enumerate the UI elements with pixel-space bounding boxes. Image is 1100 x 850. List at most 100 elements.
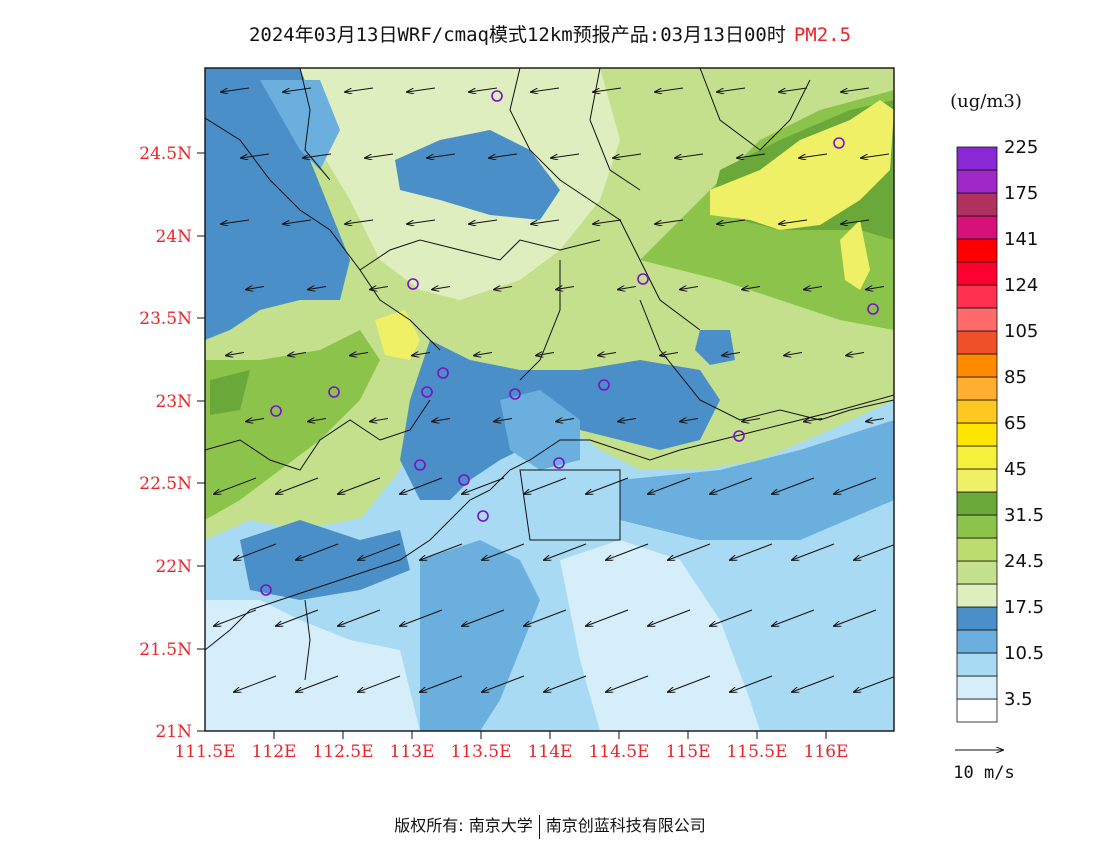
wind-arrow: [792, 675, 835, 692]
wind-arrow: [544, 543, 587, 560]
legend-color-box: [956, 284, 998, 309]
legend-tick-label: 45: [1004, 459, 1027, 480]
station-marker: [458, 474, 470, 486]
wind-arrow: [432, 287, 451, 290]
legend-color-box: [956, 169, 998, 194]
wind-arrow: [799, 153, 828, 158]
wind-arrow: [494, 287, 513, 290]
wind-arrow: [737, 153, 766, 158]
lat-label: 22.5N: [139, 474, 192, 494]
station-marker: [270, 405, 282, 417]
wind-arrow: [283, 219, 312, 224]
wind-arrow: [717, 219, 746, 224]
legend-color-box: [956, 468, 998, 493]
wind-arrow: [531, 219, 560, 224]
wind-arrow: [655, 87, 684, 92]
wind-arrow: [804, 419, 823, 422]
legend-tick-label: 105: [1004, 321, 1038, 342]
lon-label: 114.5E: [588, 742, 649, 762]
legend-labels: 3.5 10.5 17.5 24.5 31.5 45 65 85 105 124 141 175 225: [1004, 137, 1044, 710]
wind-arrow: [660, 353, 679, 356]
wind-arrow: [648, 609, 691, 626]
wind-arrow: [648, 477, 691, 494]
legend-tick-label: 24.5: [1004, 551, 1044, 572]
wind-arrow: [214, 477, 257, 494]
copyright: 版权所有: 南京大学 南京创蓝科技有限公司: [0, 812, 1100, 839]
legend-tick-label: 175: [1004, 183, 1038, 204]
lon-label: 112E: [252, 742, 297, 762]
wind-arrow: [586, 609, 629, 626]
wind-arrow: [730, 675, 773, 692]
lat-label: 23.5N: [139, 309, 192, 329]
wind-arrow: [779, 87, 808, 92]
station-marker: [867, 303, 879, 315]
wind-arrow: [358, 543, 401, 560]
wind-arrow: [606, 543, 649, 560]
wind-arrow: [598, 353, 617, 356]
legend-unit: (ug/m3): [950, 91, 1022, 112]
wind-arrow: [834, 477, 877, 494]
wind-arrow: [668, 543, 711, 560]
wind-arrow: [854, 544, 894, 560]
title-text: 2024年03月13日WRF/cmaq模式12km预报产品:03月13日00时: [248, 24, 786, 46]
wind-arrow: [854, 676, 894, 692]
legend-tick-label: 3.5: [1004, 689, 1033, 710]
wind-arrow: [370, 419, 389, 422]
station-marker: [421, 386, 433, 398]
wind-arrow: [288, 353, 307, 356]
station-marker: [328, 386, 340, 398]
wind-arrow: [241, 153, 270, 158]
station-marker: [260, 584, 272, 596]
wind-arrow: [784, 353, 803, 356]
legend-color-box: [956, 261, 998, 286]
station-marker: [637, 273, 649, 285]
lon-label: 114E: [528, 742, 573, 762]
latitude-axis: 24.5N 24N 23.5N 23N 22.5N 22N 21.5N 21N: [139, 144, 192, 742]
lat-label: 21N: [155, 722, 192, 742]
legend-color-box: [956, 560, 998, 585]
wind-arrow: [462, 609, 505, 626]
legend-color-box: [956, 353, 998, 378]
legend-color-box: [956, 698, 998, 723]
station-marker: [733, 430, 745, 442]
lon-ticks: [273, 731, 827, 739]
wind-arrow: [866, 287, 885, 290]
wind-arrow: [593, 87, 622, 92]
wind-arrow: [772, 609, 815, 626]
station-marker: [414, 459, 426, 471]
wind-arrow: [345, 219, 374, 224]
legend-tick-label: 85: [1004, 367, 1027, 388]
wind-arrow: [276, 609, 319, 626]
wind-vectors: [214, 87, 894, 692]
copyright-org2: 南京创蓝科技有限公司: [545, 816, 706, 835]
legend-tick-label: 141: [1004, 229, 1038, 250]
copyright-separator: [538, 814, 540, 839]
lon-label: 111.5E: [174, 742, 235, 762]
wind-arrow: [338, 477, 381, 494]
legend-color-box: [956, 606, 998, 631]
lat-ticks: [197, 152, 205, 732]
legend-color-box: [956, 399, 998, 424]
wind-arrow: [841, 87, 870, 92]
wind-arrow: [618, 419, 637, 422]
wind-arrow: [675, 153, 704, 158]
copyright-org1: 南京大学: [468, 816, 533, 835]
wind-arrow: [524, 477, 567, 494]
wind-arrow: [524, 609, 567, 626]
wind-arrow: [226, 353, 245, 356]
legend-color-box: [956, 376, 998, 401]
wind-arrow: [296, 543, 339, 560]
wind-arrow: [296, 675, 339, 692]
station-marker: [833, 137, 845, 149]
lon-label: 116E: [804, 742, 849, 762]
wind-arrow: [613, 153, 642, 158]
wind-arrow: [365, 153, 394, 158]
legend-color-box: [956, 215, 998, 240]
wind-arrow: [742, 419, 761, 422]
lon-label: 115E: [666, 742, 711, 762]
wind-arrow: [420, 675, 463, 692]
station-marker: [598, 379, 610, 391]
wind-arrow: [482, 543, 525, 560]
station-marker: [437, 367, 449, 379]
wind-arrow: [412, 353, 431, 356]
